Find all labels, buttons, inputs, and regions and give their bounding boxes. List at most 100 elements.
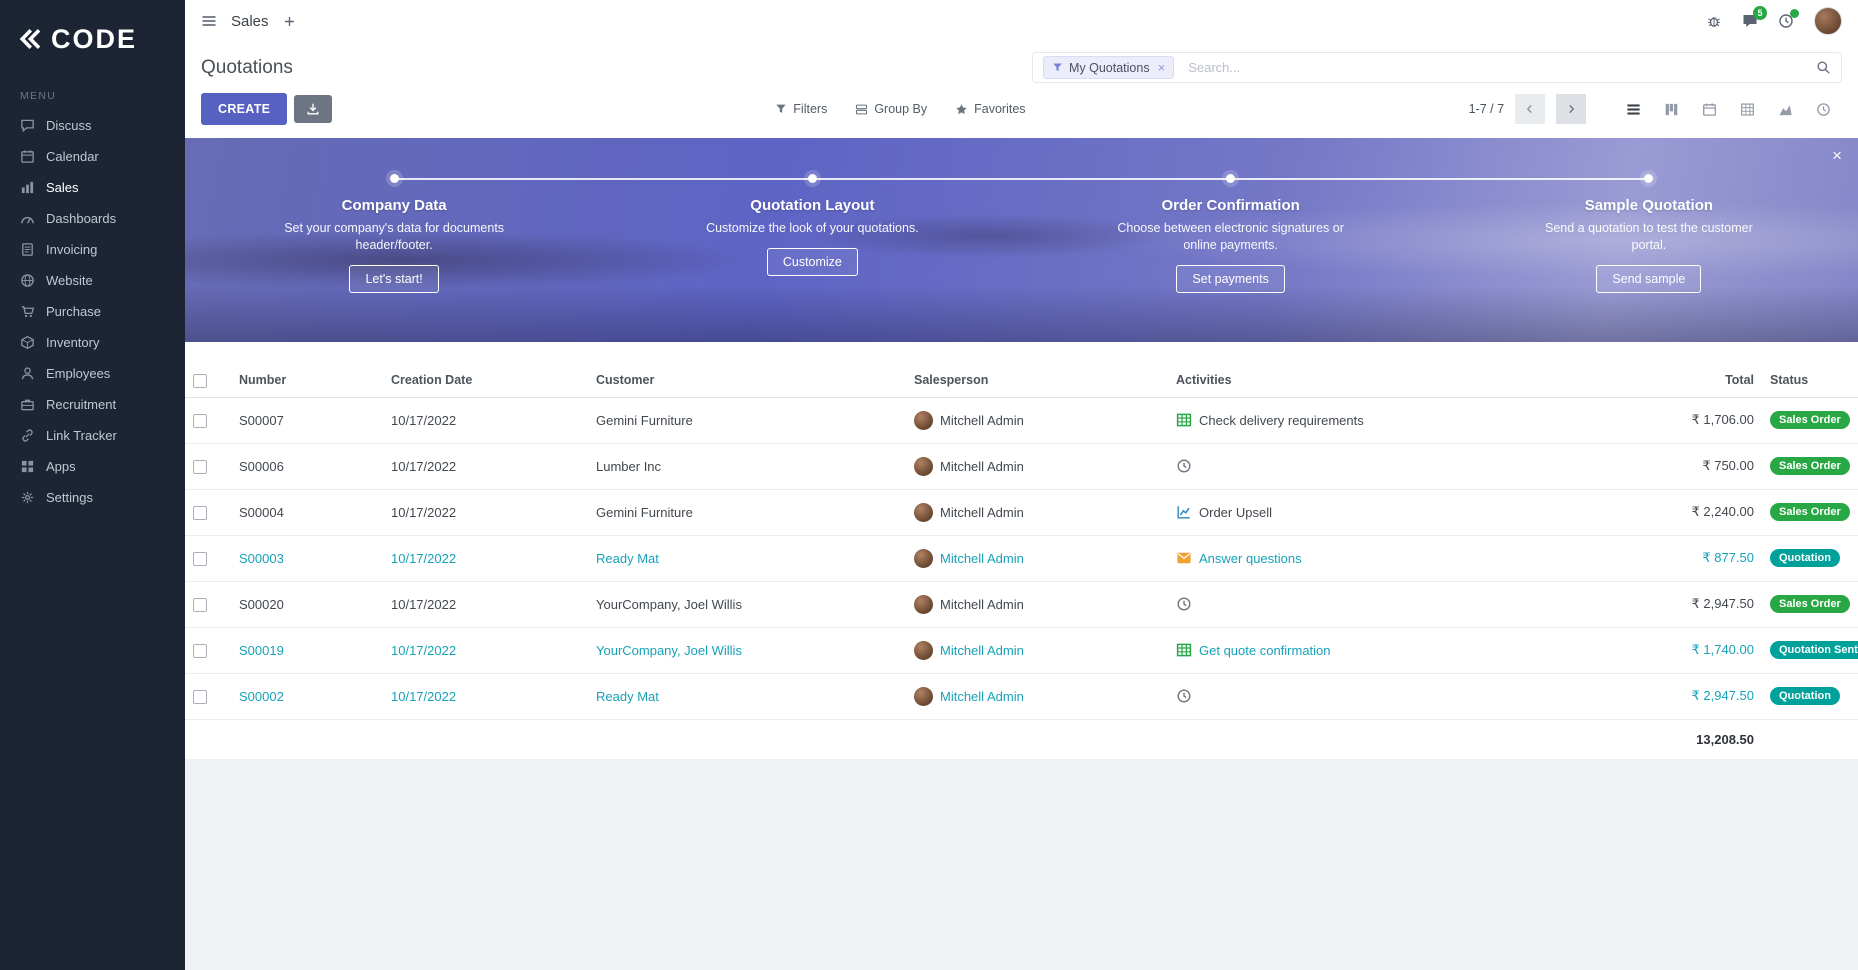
table-row-s00019[interactable]: S00019 10/17/2022 YourCompany, Joel Willis…: [185, 627, 1858, 674]
close-icon[interactable]: ×: [1832, 146, 1842, 165]
cell-activities[interactable]: [1168, 443, 1594, 490]
group-by-button[interactable]: Group By: [844, 96, 938, 122]
messages-icon[interactable]: 5: [1742, 6, 1767, 29]
view-graph-button[interactable]: [1766, 94, 1804, 124]
cell-activities[interactable]: Check delivery requirements: [1168, 397, 1594, 444]
export-button[interactable]: [294, 95, 333, 123]
quotations-table: Number Creation Date Customer Salesperso…: [185, 364, 1858, 759]
column-header-creation-date[interactable]: Creation Date: [383, 364, 588, 398]
cell-customer: Ready Mat: [588, 673, 906, 720]
sidebar-item-employees[interactable]: Employees: [0, 358, 185, 389]
view-list-button[interactable]: [1614, 94, 1652, 124]
step-action-button[interactable]: Set payments: [1176, 264, 1285, 293]
onboarding-step-quotation-layout: Quotation Layout Customize the look of yo…: [603, 174, 1021, 293]
column-header-status[interactable]: Status: [1762, 364, 1858, 398]
search-icon[interactable]: [1816, 60, 1831, 75]
row-checkbox[interactable]: [193, 459, 207, 474]
cell-total: ₹ 750.00: [1594, 443, 1762, 490]
status-badge: Sales Order: [1770, 457, 1850, 476]
column-header-number[interactable]: Number: [231, 364, 383, 398]
sidebar-item-label: Sales: [46, 180, 79, 195]
sidebar-item-label: Discuss: [46, 118, 92, 133]
table-row-s00004[interactable]: S00004 10/17/2022 Gemini Furniture Mitchell…: [185, 489, 1858, 536]
column-header-customer[interactable]: Customer: [588, 364, 906, 398]
favorites-button[interactable]: Favorites: [944, 96, 1036, 122]
sidebar-item-purchase[interactable]: Purchase: [0, 296, 185, 327]
cell-salesperson: Mitchell Admin: [906, 581, 1168, 628]
salesperson-name: Mitchell Admin: [940, 550, 1024, 566]
table-sum-row: 13,208.50: [185, 719, 1858, 759]
table-row-s00007[interactable]: S00007 10/17/2022 Gemini Furniture Mitchell…: [185, 397, 1858, 444]
sidebar-item-discuss[interactable]: Discuss: [0, 110, 185, 141]
step-dot-icon: [1644, 174, 1654, 183]
status-badge: Sales Order: [1770, 503, 1850, 522]
pager-previous-button[interactable]: [1515, 94, 1546, 124]
step-action-button[interactable]: Let's start!: [349, 264, 439, 293]
bug-icon[interactable]: [1706, 13, 1722, 29]
search-input[interactable]: [1182, 56, 1808, 79]
sidebar-item-sales[interactable]: Sales: [0, 172, 185, 203]
sidebar-item-apps[interactable]: Apps: [0, 451, 185, 482]
table-row-s00020[interactable]: S00020 10/17/2022 YourCompany, Joel Willis…: [185, 581, 1858, 628]
view-pivot-button[interactable]: [1728, 94, 1766, 124]
step-action-button[interactable]: Send sample: [1596, 264, 1702, 293]
search-facet[interactable]: My Quotations ×: [1043, 56, 1175, 79]
onboarding-banner: × Company Data Set your company's data fo…: [185, 138, 1858, 342]
row-checkbox[interactable]: [193, 597, 207, 612]
sidebar-item-settings[interactable]: Settings: [0, 482, 185, 513]
view-list-icon: [1626, 102, 1641, 117]
table-row-s00006[interactable]: S00006 10/17/2022 Lumber Inc Mitchell Admin…: [185, 443, 1858, 490]
facet-remove-icon[interactable]: ×: [1157, 60, 1166, 75]
search-options: Filters Group By Favorites: [764, 96, 1036, 122]
salesperson-avatar: [914, 548, 933, 568]
cell-activities[interactable]: [1168, 673, 1594, 720]
step-description: Set your company's data for documents he…: [284, 221, 505, 252]
cell-activities[interactable]: Get quote confirmation: [1168, 627, 1594, 674]
table-row-s00002[interactable]: S00002 10/17/2022 Ready Mat Mitchell Admin ₹…: [185, 673, 1858, 720]
sidebar-item-label: Dashboards: [46, 211, 117, 226]
activities-clock-icon[interactable]: [1778, 9, 1799, 29]
view-switcher: [1614, 94, 1842, 124]
cell-activities[interactable]: [1168, 581, 1594, 628]
sidebar-item-dashboards[interactable]: Dashboards: [0, 203, 185, 234]
cell-activities[interactable]: Order Upsell: [1168, 489, 1594, 536]
sidebar-item-label: Invoicing: [46, 242, 98, 257]
sidebar-item-calendar[interactable]: Calendar: [0, 141, 185, 172]
step-dot-icon: [807, 174, 817, 183]
column-header-salesperson[interactable]: Salesperson: [906, 364, 1168, 398]
sidebar-item-label: Employees: [46, 366, 111, 381]
sidebar-item-link-tracker[interactable]: Link Tracker: [0, 420, 185, 451]
pager-next-button[interactable]: [1556, 94, 1587, 124]
view-kanban-button[interactable]: [1652, 94, 1690, 124]
user-avatar[interactable]: [1814, 7, 1842, 35]
spreadsheet-icon: [1176, 412, 1192, 428]
row-checkbox[interactable]: [193, 689, 207, 704]
create-button[interactable]: CREATE: [201, 93, 288, 125]
step-dot-icon: [389, 174, 399, 183]
filters-button[interactable]: Filters: [764, 96, 838, 122]
view-calendar-button[interactable]: [1690, 94, 1728, 124]
sidebar-item-inventory[interactable]: Inventory: [0, 327, 185, 358]
row-checkbox[interactable]: [193, 413, 207, 428]
cell-activities[interactable]: Answer questions: [1168, 535, 1594, 582]
row-checkbox[interactable]: [193, 643, 207, 658]
table-row-s00003[interactable]: S00003 10/17/2022 Ready Mat Mitchell Admin A…: [185, 535, 1858, 582]
column-header-activities[interactable]: Activities: [1168, 364, 1594, 398]
plus-icon[interactable]: [283, 15, 296, 28]
step-description: Choose between electronic signatures or …: [1117, 221, 1344, 252]
row-checkbox[interactable]: [193, 505, 207, 520]
view-activity-button[interactable]: [1804, 94, 1842, 124]
row-checkbox[interactable]: [193, 551, 207, 566]
column-header-total[interactable]: Total: [1594, 364, 1762, 398]
app-name[interactable]: Sales: [231, 12, 269, 30]
sidebar-item-recruitment[interactable]: Recruitment: [0, 389, 185, 420]
select-all-checkbox[interactable]: [193, 373, 207, 388]
sidebar-item-website[interactable]: Website: [0, 265, 185, 296]
employees-icon: [20, 366, 35, 381]
menu-toggle-icon[interactable]: [201, 13, 217, 29]
activity-label: Check delivery requirements: [1199, 412, 1364, 428]
step-action-button[interactable]: Customize: [766, 247, 858, 276]
sidebar-item-invoicing[interactable]: Invoicing: [0, 234, 185, 265]
status-badge: Sales Order: [1770, 411, 1850, 430]
app-logo[interactable]: CODE: [0, 0, 185, 78]
